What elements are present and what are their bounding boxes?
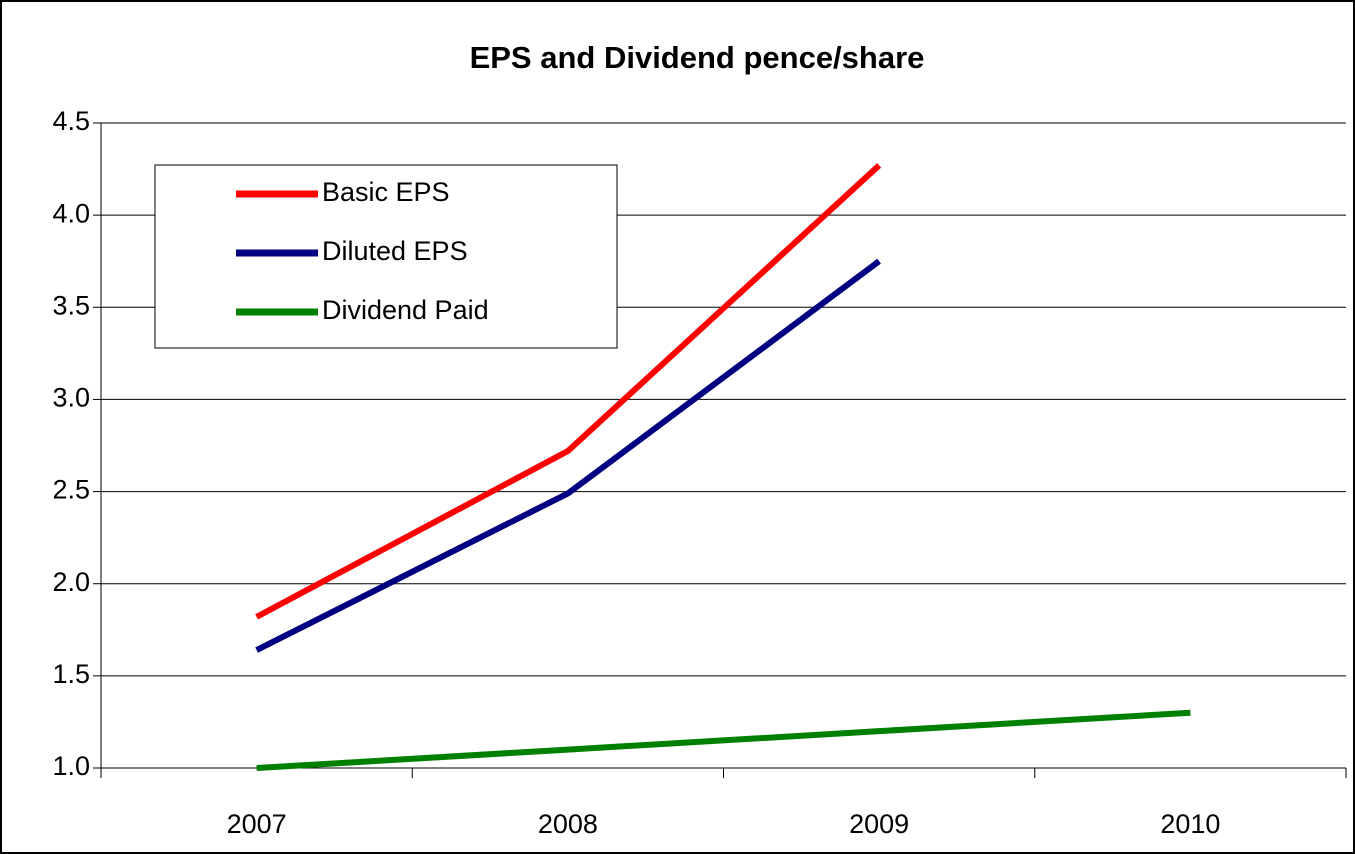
legend-label: Basic EPS bbox=[322, 177, 450, 207]
data-line bbox=[256, 709, 1191, 771]
data-line bbox=[255, 163, 882, 620]
y-tick-label: 3.0 bbox=[52, 383, 90, 413]
y-tick-label: 1.5 bbox=[52, 659, 90, 689]
x-tick-label: 2010 bbox=[1160, 809, 1220, 839]
legend-label: Dividend Paid bbox=[322, 295, 489, 325]
x-tick-label: 2007 bbox=[227, 809, 287, 839]
y-tick-label: 4.0 bbox=[52, 198, 90, 228]
x-tick-label: 2008 bbox=[538, 809, 598, 839]
data-line bbox=[255, 258, 881, 653]
y-tick-label: 1.0 bbox=[52, 751, 90, 781]
legend-box bbox=[154, 164, 618, 349]
y-tick-label: 2.5 bbox=[52, 475, 90, 505]
chart-title: EPS and Dividend pence/share bbox=[470, 40, 925, 75]
y-tick-label: 4.5 bbox=[52, 106, 90, 136]
y-tick-label: 3.5 bbox=[52, 290, 90, 320]
legend-label: Diluted EPS bbox=[322, 236, 468, 266]
x-tick-label: 2009 bbox=[849, 809, 909, 839]
y-tick-label: 2.0 bbox=[52, 567, 90, 597]
